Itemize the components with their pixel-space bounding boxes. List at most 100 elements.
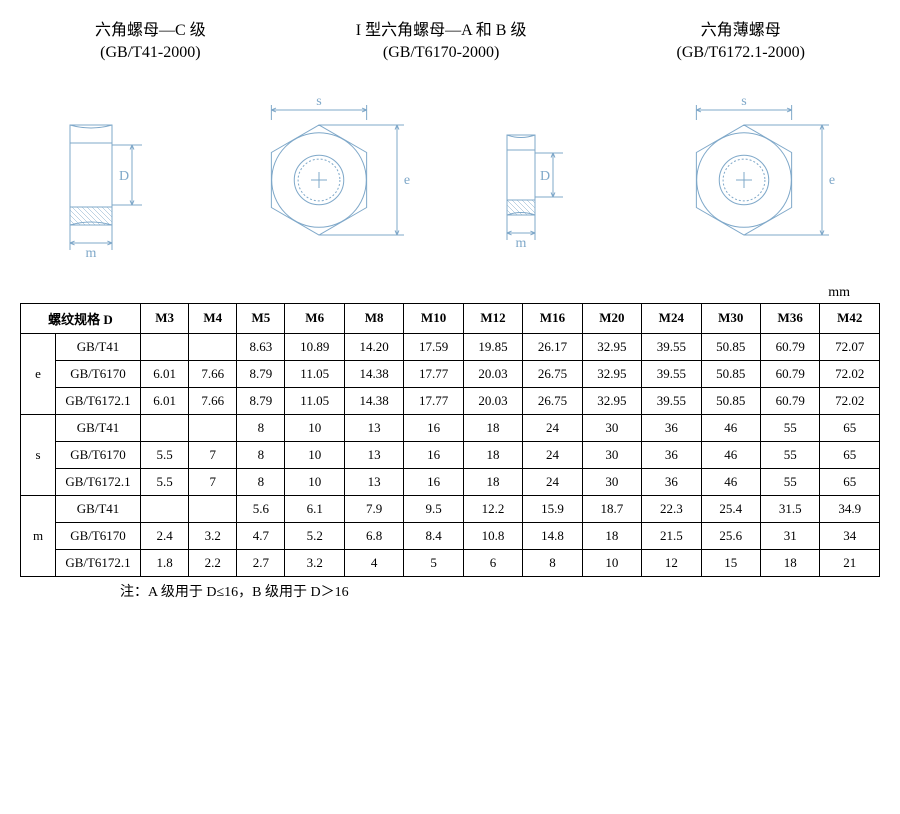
value-cell: 22.3 [642,495,701,522]
value-cell: 3.2 [285,549,344,576]
diagram-top-ab: se [224,85,424,265]
value-cell [141,495,189,522]
value-cell: 39.55 [642,333,701,360]
value-cell: 8 [523,549,582,576]
value-cell: 6.01 [141,360,189,387]
size-header: M6 [285,303,344,333]
standard-label: GB/T6170 [56,441,141,468]
value-cell: 4 [344,549,403,576]
value-cell: 31 [760,522,819,549]
size-header: M24 [642,303,701,333]
value-cell: 46 [701,441,760,468]
value-cell: 60.79 [760,387,819,414]
value-cell: 16 [404,468,463,495]
size-header: M8 [344,303,403,333]
value-cell: 30 [582,468,641,495]
value-cell: 3.2 [189,522,237,549]
value-cell: 55 [760,468,819,495]
value-cell: 19.85 [463,333,522,360]
header-block-1: I 型六角螺母—A 和 B 级 (GB/T6170-2000) [356,20,527,65]
value-cell: 50.85 [701,360,760,387]
value-cell: 15 [701,549,760,576]
diagram-side-thin: Dm [486,85,586,265]
value-cell: 14.8 [523,522,582,549]
size-header: M10 [404,303,463,333]
header-spec: (GB/T6170-2000) [356,42,527,64]
value-cell: 12 [642,549,701,576]
value-cell: 10 [582,549,641,576]
value-cell: 8.63 [237,333,285,360]
value-cell: 30 [582,414,641,441]
diagram-top-thin: se [649,85,849,265]
value-cell: 26.75 [523,360,582,387]
value-cell: 14.38 [344,387,403,414]
svg-text:e: e [829,173,835,188]
value-cell: 17.77 [404,360,463,387]
value-cell: 72.07 [820,333,880,360]
value-cell: 21 [820,549,880,576]
value-cell: 10.8 [463,522,522,549]
value-cell: 24 [523,468,582,495]
value-cell: 36 [642,468,701,495]
value-cell [141,333,189,360]
value-cell: 65 [820,441,880,468]
value-cell: 13 [344,468,403,495]
value-cell: 5.5 [141,468,189,495]
value-cell: 39.55 [642,360,701,387]
value-cell: 20.03 [463,360,522,387]
value-cell: 26.17 [523,333,582,360]
col-header-label: 螺纹规格 D [21,303,141,333]
value-cell: 25.4 [701,495,760,522]
param-label: s [21,414,56,495]
value-cell: 11.05 [285,360,344,387]
value-cell: 24 [523,414,582,441]
value-cell: 7 [189,441,237,468]
param-label: e [21,333,56,414]
size-header: M20 [582,303,641,333]
value-cell: 5.6 [237,495,285,522]
standard-label: GB/T6170 [56,360,141,387]
value-cell: 36 [642,414,701,441]
value-cell [189,495,237,522]
value-cell: 8.79 [237,360,285,387]
param-label: m [21,495,56,576]
value-cell: 65 [820,468,880,495]
header-block-0: 六角螺母—C 级 (GB/T41-2000) [95,20,206,65]
header-block-2: 六角薄螺母 (GB/T6172.1-2000) [677,20,805,65]
value-cell: 8 [237,441,285,468]
svg-text:s: s [741,94,746,109]
value-cell: 7.66 [189,360,237,387]
svg-text:m: m [86,246,97,261]
standard-label: GB/T41 [56,414,141,441]
value-cell: 4.7 [237,522,285,549]
value-cell: 50.85 [701,333,760,360]
value-cell: 34.9 [820,495,880,522]
value-cell: 8 [237,468,285,495]
value-cell: 36 [642,441,701,468]
diagram-side-c: Dm [51,85,161,265]
header-title: I 型六角螺母—A 和 B 级 [356,20,527,42]
value-cell: 20.03 [463,387,522,414]
value-cell: 11.05 [285,387,344,414]
standard-label: GB/T41 [56,495,141,522]
value-cell: 10 [285,468,344,495]
value-cell: 18 [463,414,522,441]
value-cell: 10 [285,441,344,468]
svg-text:D: D [540,169,550,184]
size-header: M5 [237,303,285,333]
value-cell: 26.75 [523,387,582,414]
value-cell [189,414,237,441]
value-cell: 18 [760,549,819,576]
value-cell: 7.66 [189,387,237,414]
standard-label: GB/T6172.1 [56,387,141,414]
value-cell: 5.2 [285,522,344,549]
value-cell: 46 [701,468,760,495]
value-cell: 50.85 [701,387,760,414]
value-cell: 5 [404,549,463,576]
value-cell [189,333,237,360]
header-row: 六角螺母—C 级 (GB/T41-2000) I 型六角螺母—A 和 B 级 (… [20,20,880,65]
value-cell: 16 [404,414,463,441]
value-cell: 55 [760,414,819,441]
size-header: M4 [189,303,237,333]
value-cell: 55 [760,441,819,468]
